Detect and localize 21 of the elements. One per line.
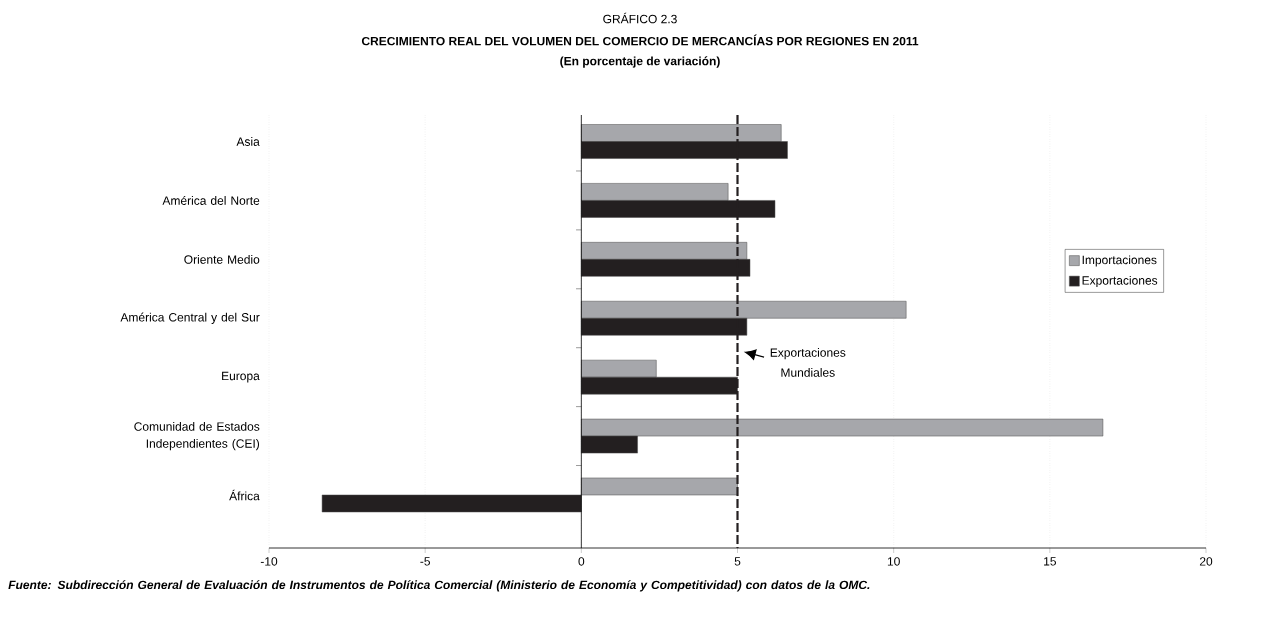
text: GRÁFICO 2.3 — [603, 12, 677, 24]
y-tick-label: Comunidad de Estados Independientes (CEI) — [134, 421, 260, 451]
x-tick-label: -5 — [420, 557, 430, 566]
x-tick-label: 10 — [887, 557, 900, 566]
y-tick-label: Asia — [236, 137, 260, 146]
y-tick-label: África — [229, 489, 260, 501]
x-tick-label: 0 — [578, 557, 585, 566]
chart-subtitle: (En porcentaje de variación) — [560, 56, 720, 68]
y-tick-label: América del Norte — [162, 195, 260, 205]
x-tick-label: -10 — [260, 557, 278, 566]
source-note: Fuente: Subdirección General de Evaluación de Instrumentos de Política Comercial (Ministerio de Economía y Competitividad) con datos de la OMC. — [8, 580, 870, 592]
legend-label: Exportaciones — [1082, 275, 1158, 288]
y-tick-label: Europa — [222, 371, 260, 383]
x-tick-label: 15 — [1044, 557, 1056, 566]
chart-title: CRECIMIENTO REAL DEL VOLUMEN DEL COMERCIO DE MERCANCÍAS POR REGIONES EN 2011 — [361, 34, 919, 46]
y-tick-label: América Central y del Sur — [120, 312, 260, 324]
x-tick-label: 20 — [1199, 557, 1213, 566]
y-tick-label: Oriente Medio — [184, 254, 260, 264]
x-tick-label: 5 — [734, 557, 741, 566]
ref-line-label: Exportaciones Mundiales — [770, 348, 846, 377]
legend-label: Importaciones — [1082, 255, 1157, 267]
